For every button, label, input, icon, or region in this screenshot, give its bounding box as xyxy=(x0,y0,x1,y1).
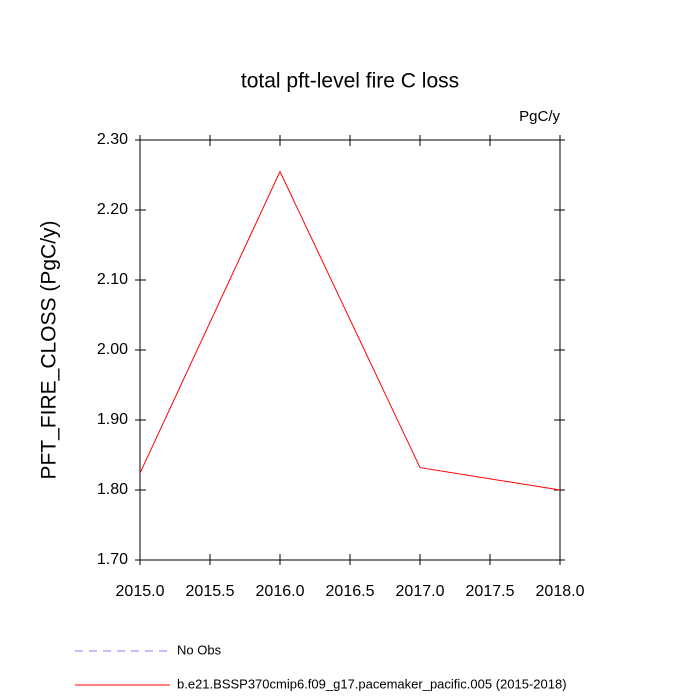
y-tick-label: 2.30 xyxy=(97,131,128,148)
x-tick-label: 2015.5 xyxy=(186,583,235,600)
legend-label: b.e21.BSSP370cmip6.f09_g17.pacemaker_pac… xyxy=(177,676,567,691)
x-tick-label: 2018.0 xyxy=(536,583,585,600)
y-axis-label: PFT_FIRE_CLOSS (PgC/y) xyxy=(38,220,61,479)
y-tick-label: 1.90 xyxy=(97,411,128,428)
x-tick-label: 2016.5 xyxy=(326,583,375,600)
series-line xyxy=(139,170,561,491)
y-tick-label: 1.70 xyxy=(97,551,128,568)
units-label: PgC/y xyxy=(519,108,560,125)
chart-title: total pft-level fire C loss xyxy=(241,70,459,93)
y-tick-label: 2.00 xyxy=(97,341,128,358)
x-tick-label: 2017.0 xyxy=(396,583,445,600)
legend-label: No Obs xyxy=(177,642,222,657)
x-tick-label: 2015.0 xyxy=(116,583,165,600)
y-tick-label: 2.10 xyxy=(97,271,128,288)
y-tick-label: 2.20 xyxy=(97,201,128,218)
x-tick-label: 2017.5 xyxy=(466,583,515,600)
x-tick-label: 2016.0 xyxy=(256,583,305,600)
y-tick-label: 1.80 xyxy=(97,481,128,498)
